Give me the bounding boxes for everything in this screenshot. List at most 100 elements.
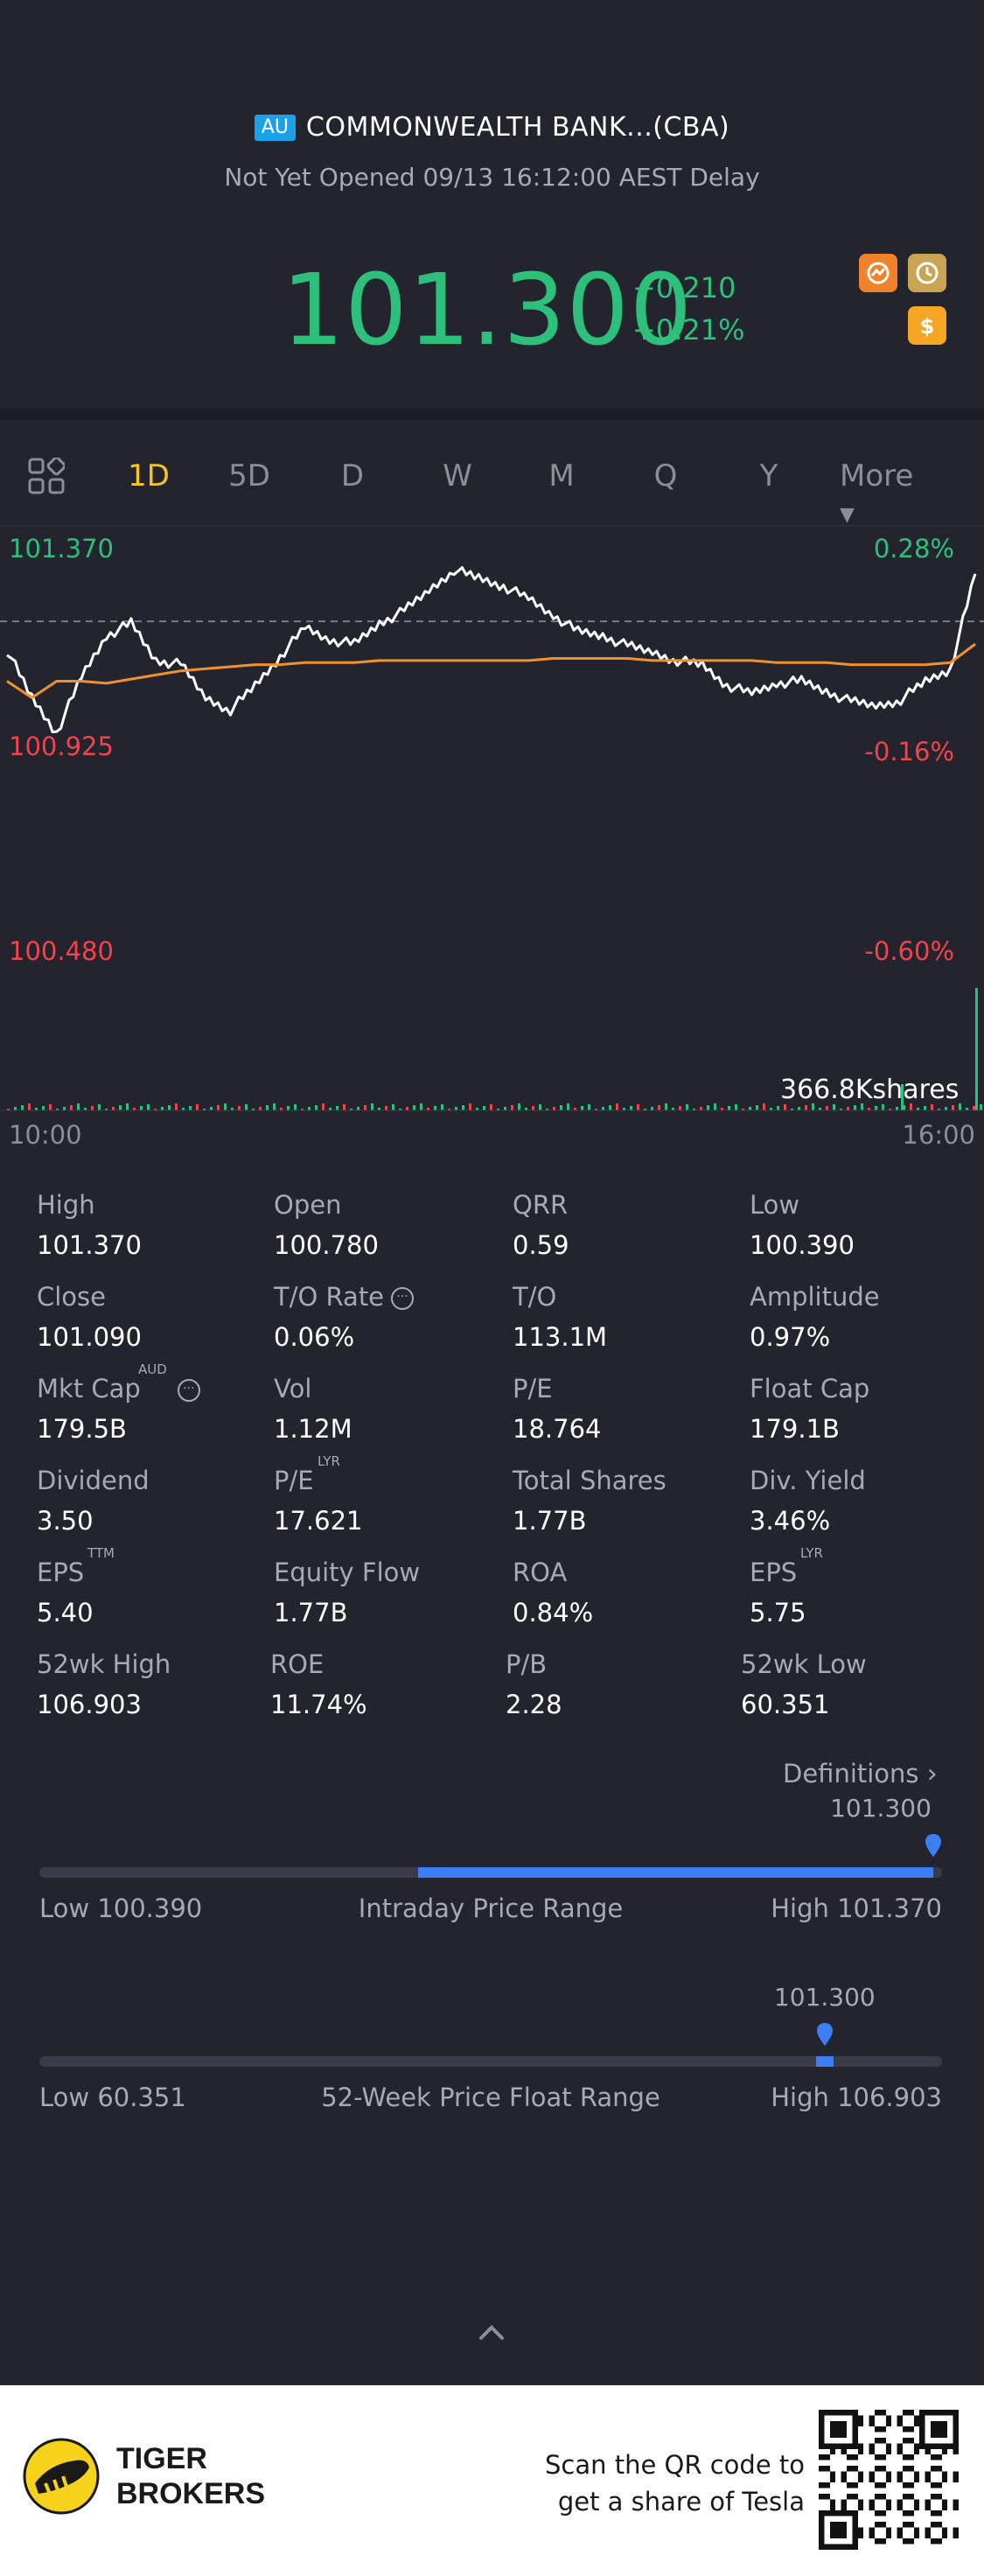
- tab-q[interactable]: Q: [653, 458, 678, 494]
- volume-bar: [896, 1107, 898, 1110]
- more-info-icon[interactable]: ···: [391, 1287, 415, 1310]
- qr-code-icon[interactable]: [819, 2410, 959, 2550]
- definitions-link[interactable]: Definitions ›: [783, 1759, 938, 1789]
- volume-label: 366.8Kshares: [780, 1074, 960, 1105]
- range-current-value: 101.300: [830, 1794, 932, 1823]
- pct-label-mid: -0.16%: [864, 737, 954, 766]
- stat-52wk-high: 52wk High 106.903: [37, 1649, 171, 1719]
- volume-bar: [133, 1108, 136, 1110]
- stat-roa: ROA 0.84%: [513, 1558, 594, 1628]
- tab-d[interactable]: D: [340, 458, 365, 494]
- range-title: 52-Week Price Float Range: [321, 2082, 660, 2112]
- volume-bar: [791, 1109, 793, 1110]
- stat-qrr: QRR 0.59: [513, 1190, 569, 1260]
- volume-bar: [812, 1103, 814, 1110]
- volume-bar: [98, 1104, 101, 1110]
- volume-bar: [805, 1105, 807, 1110]
- more-info-icon[interactable]: ···: [177, 1379, 200, 1402]
- title-row: AU COMMONWEALTH BANK...(CBA): [0, 112, 984, 143]
- volume-bar: [511, 1105, 513, 1110]
- volume-bar: [413, 1105, 415, 1110]
- volume-bar: [245, 1104, 248, 1110]
- volume-bar: [406, 1107, 408, 1110]
- volume-bar: [630, 1106, 632, 1110]
- stat-div-yield: Div. Yield 3.46%: [750, 1466, 866, 1536]
- volume-bars: [7, 988, 982, 1110]
- price-series-line: [6, 566, 977, 733]
- stat-total-shares: Total Shares 1.77B: [513, 1466, 666, 1536]
- volume-bar: [784, 1104, 786, 1110]
- volume-bar: [945, 1107, 947, 1110]
- volume-bar: [749, 1107, 751, 1110]
- last-price: 101.300: [282, 254, 694, 368]
- tab-5d[interactable]: 5D: [228, 458, 270, 494]
- volume-bar: [644, 1109, 646, 1110]
- market-badge: AU: [254, 114, 296, 141]
- clock-icon[interactable]: [908, 254, 946, 292]
- layout-grid-icon[interactable]: [28, 456, 66, 494]
- time-start: 10:00: [9, 1120, 82, 1150]
- volume-bar: [203, 1109, 206, 1110]
- tab-more[interactable]: More ▼: [840, 458, 936, 528]
- volume-bar: [294, 1104, 297, 1110]
- period-tabs: 1D 5D D W M Q Y More ▼: [0, 420, 984, 528]
- stock-header: AU COMMONWEALTH BANK...(CBA) Not Yet Ope…: [0, 0, 984, 408]
- volume-bar: [49, 1104, 52, 1110]
- stat-open: Open 100.780: [274, 1190, 379, 1260]
- section-divider: [0, 408, 984, 420]
- volume-bar: [231, 1108, 234, 1110]
- volume-bar: [161, 1107, 164, 1110]
- volume-bar: [329, 1108, 331, 1110]
- intraday-chart[interactable]: 101.370 100.925 100.480 0.28% -0.16% -0.…: [0, 528, 984, 1150]
- volume-bar: [901, 1084, 904, 1110]
- volume-bar: [889, 1109, 891, 1110]
- volume-bar: [343, 1104, 345, 1110]
- volume-bar: [105, 1109, 108, 1110]
- volume-bar: [147, 1104, 150, 1110]
- pct-label-low: -0.60%: [864, 936, 954, 966]
- volume-bar: [525, 1108, 527, 1110]
- stat-pe-lyr: P/E LYR 17.621: [274, 1453, 363, 1536]
- volume-bar: [903, 1105, 905, 1110]
- intraday-range: 101.300 Low 100.390 Intraday Price Range…: [39, 1794, 942, 1925]
- volume-bar: [637, 1104, 639, 1110]
- volume-bar: [819, 1108, 821, 1110]
- range-low-label: Low 100.390: [39, 1894, 203, 1923]
- volume-bar: [924, 1106, 926, 1110]
- stat-high: High 101.370: [37, 1190, 142, 1260]
- volume-bar: [357, 1107, 359, 1110]
- volume-bar: [126, 1103, 129, 1110]
- tab-w[interactable]: W: [443, 458, 472, 494]
- dollar-icon[interactable]: $: [908, 306, 946, 345]
- volume-bar: [539, 1104, 541, 1110]
- volume-bar: [434, 1106, 436, 1110]
- volume-bar: [616, 1103, 618, 1110]
- pct-label-high: 0.28%: [873, 534, 954, 564]
- stat-equity-flow: Equity Flow 1.77B: [274, 1558, 421, 1628]
- location-pin-icon: [925, 1834, 941, 1857]
- chevron-up-icon[interactable]: [474, 2319, 509, 2345]
- volume-bar: [448, 1109, 450, 1110]
- volume-bar: [975, 988, 978, 1110]
- volume-bar: [392, 1104, 394, 1110]
- tab-y[interactable]: Y: [759, 458, 778, 494]
- volume-bar: [469, 1103, 471, 1110]
- volume-bar: [490, 1104, 492, 1110]
- y-label-high: 101.370: [9, 534, 114, 564]
- svg-text:$: $: [920, 314, 935, 339]
- tab-m[interactable]: M: [548, 458, 575, 494]
- stock-title[interactable]: COMMONWEALTH BANK...(CBA): [305, 112, 730, 143]
- volume-bar: [266, 1105, 269, 1110]
- volume-bar: [686, 1104, 688, 1110]
- volume-bar: [483, 1106, 485, 1110]
- volume-bar: [868, 1108, 870, 1110]
- range-fill: [815, 2056, 834, 2067]
- volume-bar: [742, 1109, 744, 1110]
- volume-bar: [28, 1103, 31, 1110]
- volume-bar: [119, 1105, 122, 1110]
- chevron-right-icon: ›: [926, 1759, 938, 1789]
- header-icons: $: [859, 254, 946, 350]
- tab-1d[interactable]: 1D: [128, 458, 170, 494]
- chart-badge-icon[interactable]: [859, 254, 897, 292]
- volume-bar: [658, 1105, 660, 1110]
